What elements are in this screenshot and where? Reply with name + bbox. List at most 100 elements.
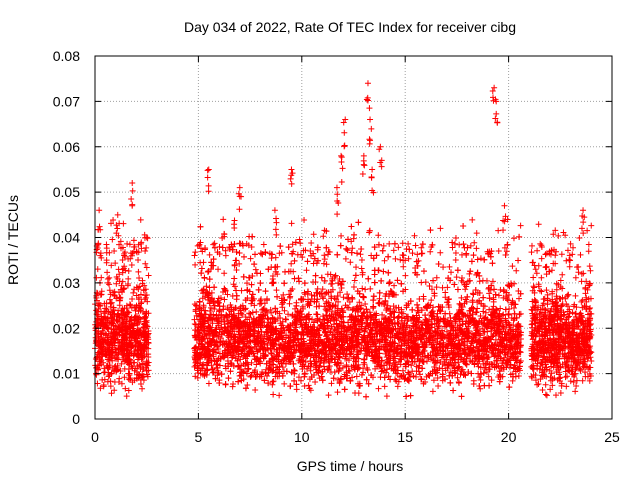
data-point: [118, 245, 125, 252]
data-point: [253, 308, 260, 315]
data-point: [108, 320, 115, 327]
data-point: [135, 371, 142, 378]
data-point: [488, 377, 495, 384]
data-point: [358, 265, 365, 272]
data-point: [106, 287, 113, 294]
data-point: [516, 295, 523, 302]
data-point: [400, 263, 407, 270]
data-point: [276, 392, 283, 399]
data-point: [288, 220, 295, 227]
data-point: [502, 251, 509, 258]
data-point: [296, 236, 303, 243]
data-point: [113, 317, 120, 324]
data-point: [95, 300, 102, 307]
data-point: [357, 251, 364, 258]
data-point: [320, 233, 327, 240]
data-point: [345, 294, 352, 301]
data-point: [431, 363, 438, 370]
data-point: [123, 347, 130, 354]
data-point: [117, 294, 124, 301]
data-point: [95, 342, 102, 349]
data-point: [128, 344, 135, 351]
data-point: [139, 360, 146, 367]
data-point: [281, 380, 288, 387]
data-point: [231, 224, 238, 231]
data-point: [103, 241, 110, 248]
data-point: [272, 254, 279, 261]
data-point: [509, 263, 516, 270]
data-point: [134, 351, 141, 358]
data-point: [418, 250, 425, 257]
data-point: [450, 387, 457, 394]
data-point: [206, 251, 213, 258]
data-point: [351, 277, 358, 284]
data-point: [105, 336, 112, 343]
data-point: [142, 247, 149, 254]
data-point: [375, 232, 382, 239]
data-point: [269, 378, 276, 385]
data-point: [360, 356, 367, 363]
data-point: [97, 385, 104, 392]
data-point: [513, 267, 520, 274]
data-point: [145, 272, 152, 279]
data-point: [270, 391, 277, 398]
data-point: [249, 233, 256, 240]
data-point: [495, 227, 502, 234]
data-point: [144, 362, 151, 369]
data-point: [479, 277, 486, 284]
data-point: [139, 354, 146, 361]
data-point: [121, 252, 128, 259]
data-point: [343, 245, 350, 252]
data-point: [121, 374, 128, 381]
data-point: [469, 216, 476, 223]
data-point: [469, 304, 476, 311]
data-point: [135, 320, 142, 327]
data-point: [341, 386, 348, 393]
data-point: [132, 335, 139, 342]
data-point: [312, 378, 319, 385]
data-point: [499, 312, 506, 319]
data-point: [295, 374, 302, 381]
data-point: [408, 362, 415, 369]
data-point: [251, 261, 258, 268]
data-point: [115, 350, 122, 357]
data-point: [132, 365, 139, 372]
data-point: [127, 376, 134, 383]
data-point: [121, 365, 128, 372]
data-point: [136, 283, 143, 290]
data-point: [138, 299, 145, 306]
data-point: [105, 356, 112, 363]
data-point: [132, 341, 139, 348]
data-point: [145, 327, 152, 334]
data-point: [119, 269, 126, 276]
data-point: [95, 306, 102, 313]
data-point: [101, 310, 108, 317]
data-point: [118, 282, 125, 289]
data-point: [192, 373, 199, 380]
data-point: [116, 241, 123, 248]
data-point: [452, 250, 459, 257]
data-point: [114, 318, 121, 325]
data-point: [440, 339, 447, 346]
data-point: [458, 274, 465, 281]
data-point: [417, 371, 424, 378]
data-point: [105, 344, 112, 351]
data-point: [251, 302, 258, 309]
data-point: [145, 359, 152, 366]
data-point: [144, 235, 151, 242]
data-point: [362, 286, 369, 293]
data-point: [111, 378, 118, 385]
data-point: [136, 304, 143, 311]
data-point: [517, 222, 524, 229]
data-point: [371, 279, 378, 286]
data-point: [504, 295, 511, 302]
data-point: [215, 266, 222, 273]
data-point: [142, 336, 149, 343]
data-point: [435, 383, 442, 390]
data-point: [510, 328, 517, 335]
data-point: [402, 272, 409, 279]
data-point: [320, 313, 327, 320]
data-point: [105, 326, 112, 333]
data-point: [142, 260, 149, 267]
data-point: [301, 216, 308, 223]
